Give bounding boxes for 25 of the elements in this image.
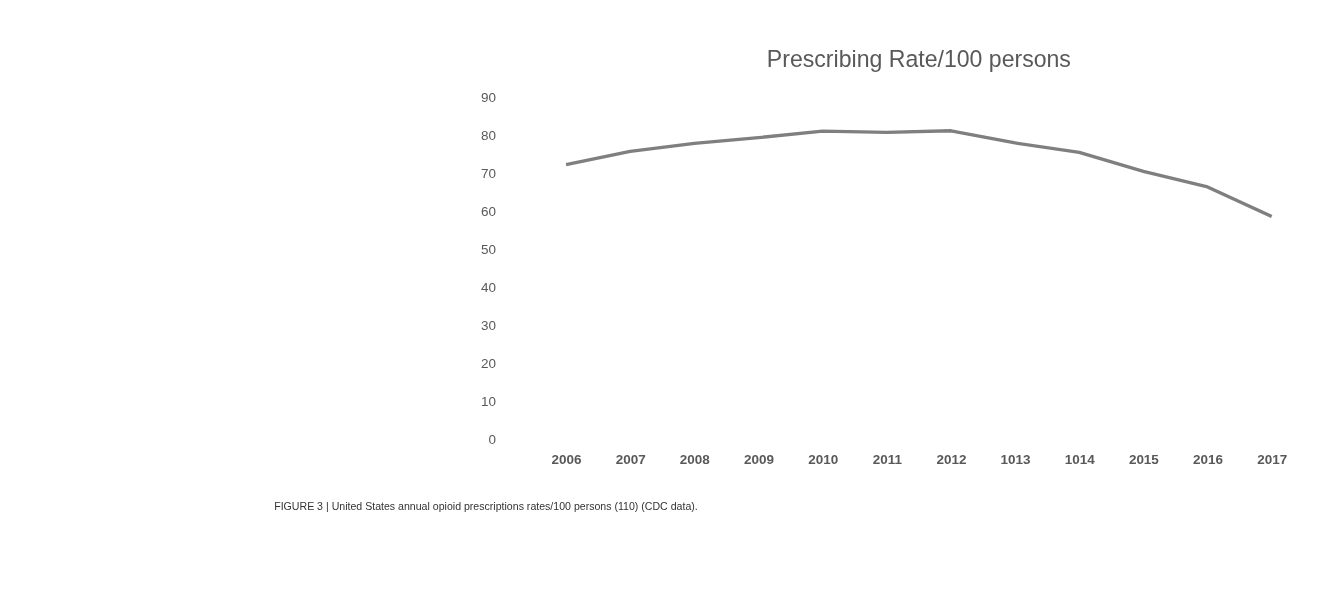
- x-tick-label: 1013: [1000, 451, 1031, 467]
- y-tick-label: 10: [481, 393, 496, 409]
- y-tick-label: 60: [481, 203, 496, 219]
- line-series: [564, 129, 1274, 219]
- x-tick-label: 2017: [1257, 451, 1288, 467]
- x-tick-label: 2016: [1193, 451, 1223, 467]
- y-tick-label: 40: [481, 279, 496, 295]
- x-tick-label: 2011: [872, 451, 903, 467]
- y-tick-label: 70: [481, 166, 496, 182]
- y-tick-label: 90: [481, 90, 496, 106]
- y-tick-label: 30: [481, 317, 496, 333]
- x-tick-label: 2012: [936, 451, 967, 467]
- y-tick-label: 50: [481, 241, 496, 257]
- x-tick-label: 2007: [615, 451, 646, 467]
- x-tick-label: 2010: [808, 451, 839, 467]
- y-tick-label: 0: [488, 431, 496, 447]
- y-tick-label: 80: [481, 128, 496, 144]
- chart-title: Prescribing Rate/100 persons: [766, 46, 1071, 72]
- x-tick-label: 2009: [744, 451, 774, 467]
- x-tick-label: 2015: [1128, 451, 1160, 467]
- x-tick-label: 1014: [1064, 451, 1096, 467]
- x-tick-label: 2006: [551, 451, 582, 467]
- caption: FIGURE 3 | United States annual opioid prescriptions rates/100 persons (110) (CDC data).: [274, 499, 698, 512]
- x-tick-label: 2008: [679, 451, 711, 467]
- y-tick-label: 20: [481, 355, 496, 371]
